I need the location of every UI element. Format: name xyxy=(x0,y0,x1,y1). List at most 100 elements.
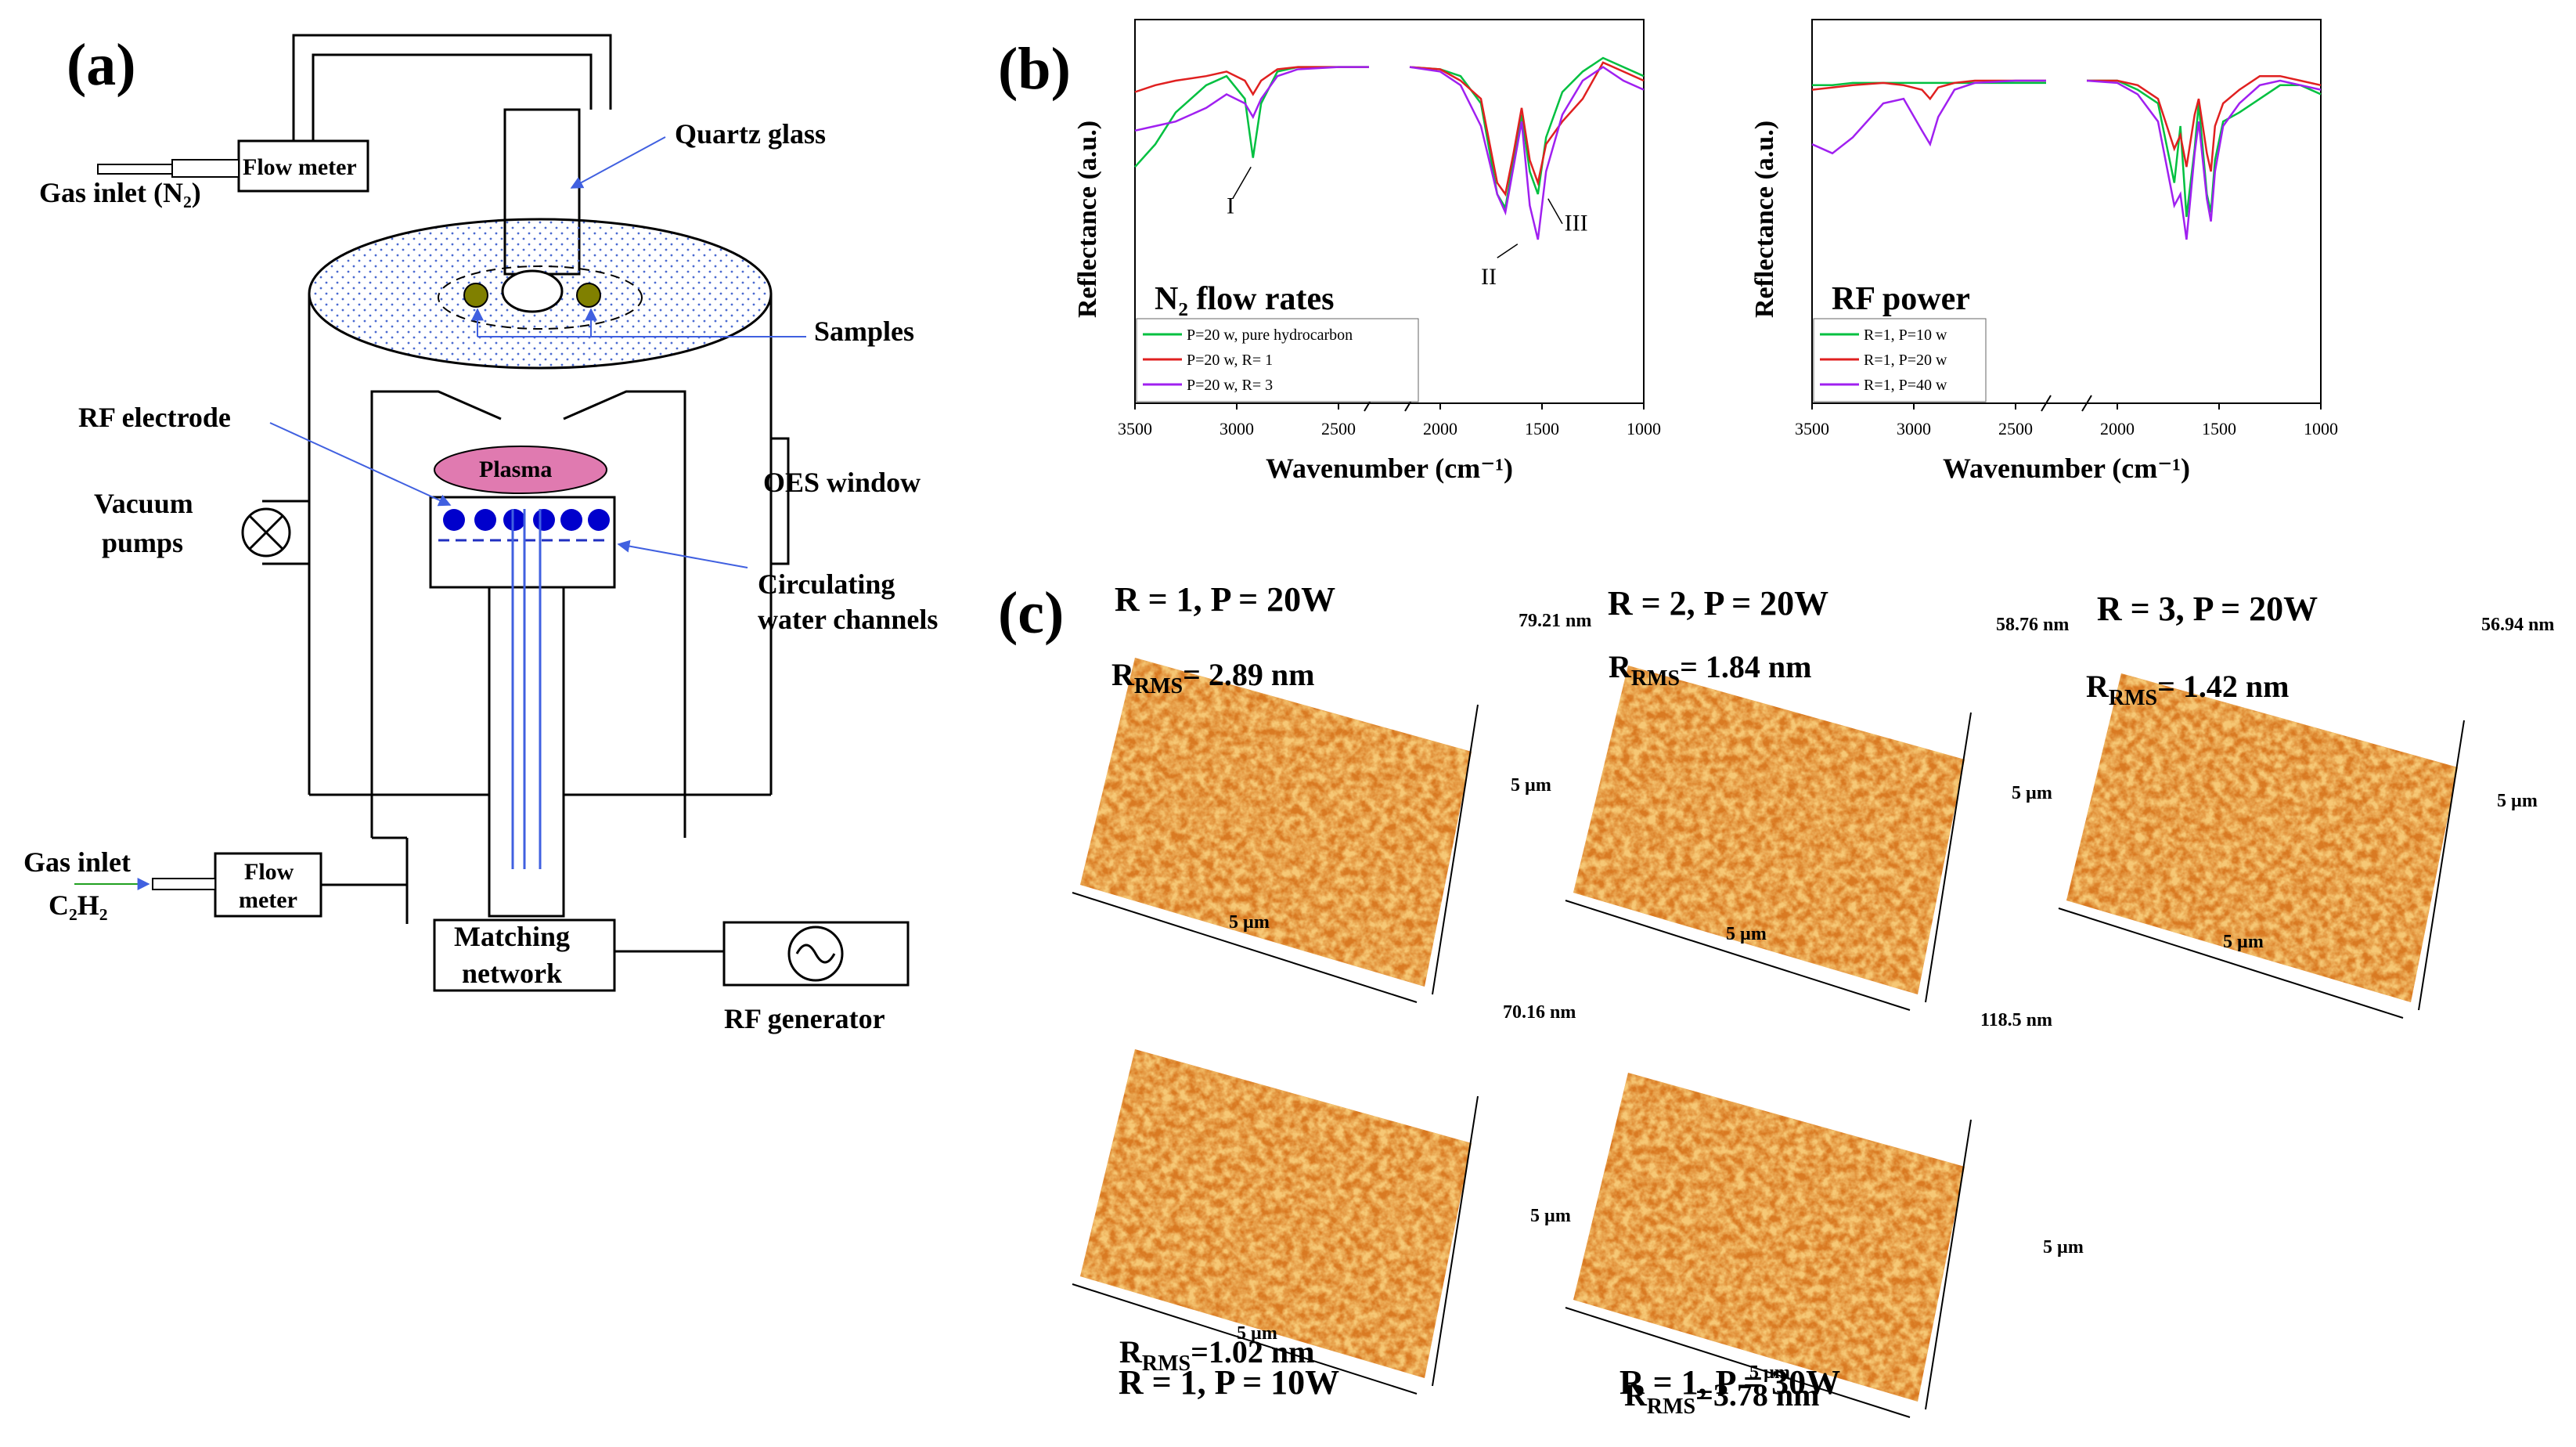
x-tick-label: 1000 xyxy=(1627,419,1661,438)
series-line-2-left xyxy=(1811,79,2046,101)
afm-x-scale: 5 µm xyxy=(1229,912,1270,933)
afm-y-scale: 5 µm xyxy=(2497,791,2538,811)
afm-surface-texture xyxy=(2066,673,2458,1002)
afm-y-scale: 5 µm xyxy=(2043,1237,2084,1258)
x-axis-label: Wavenumber (cm⁻¹) xyxy=(1943,453,2190,484)
gas-inlet-n2-label: Gas inlet (N₂) xyxy=(39,177,201,208)
afm-z-max: 79.21 nm xyxy=(1519,611,1591,631)
plasma-ellipse xyxy=(434,446,607,494)
flow-meter-2-box xyxy=(214,852,322,918)
axis-break-mark xyxy=(2081,395,2092,412)
chart-title: N₂ flow rates xyxy=(1155,281,1335,317)
afm-surface-texture xyxy=(1573,666,1965,994)
legend-entry: P=20 w, R= 3 xyxy=(1187,377,1273,394)
afm-y-scale: 5 µm xyxy=(1511,775,1551,796)
ftir-chart-rf-power: 3500 3000 2500 2000 1500 1000 Reflectance (a.u… xyxy=(1750,19,2338,484)
afm-z-max: 70.16 nm xyxy=(1503,1002,1576,1023)
legend: P=20 w, pure hydrocarbon P=20 w, R= 1 P=20… xyxy=(1136,318,1419,402)
legend-entry: R=1, P=40 w xyxy=(1864,377,1947,394)
chart-title: RF power xyxy=(1832,281,1970,317)
circulating-label-2: water channels xyxy=(758,604,939,635)
afm-z-max: 118.5 nm xyxy=(1980,1010,2052,1030)
annotation-arrow xyxy=(1232,166,1252,200)
quartz-opening xyxy=(501,269,564,313)
matching-network-box xyxy=(433,918,616,992)
gas-inlet-c2h2-label-1: Gas inlet xyxy=(23,846,132,878)
afm-z-axis xyxy=(2418,720,2465,1011)
afm-x-axis xyxy=(1565,1307,1911,1418)
ftir-chart-n2-flow: 3500 3000 2500 2000 1500 1000 Reflectance (a.u… xyxy=(1073,19,1661,484)
afm-x-axis xyxy=(1565,900,1911,1011)
afm-image-2: R = 2, P = 20W RRMS= 1.84 nm 58.76 nm 5 µm 5… xyxy=(1565,584,2069,1011)
series-line-3-right xyxy=(2086,79,2322,240)
annotation-ii: II xyxy=(1481,264,1497,290)
panel-a-label: (a) xyxy=(67,32,136,98)
reactor-schematic xyxy=(74,34,910,992)
plasma-label: Plasma xyxy=(479,456,553,482)
circulating-water-dots xyxy=(443,509,610,531)
afm-surface-texture xyxy=(1080,658,1472,987)
afm-surface-texture xyxy=(1573,1073,1965,1402)
flow-meter-2-label-b: meter xyxy=(239,887,297,913)
quartz-glass-label: Quartz glass xyxy=(675,118,826,150)
sample-left xyxy=(463,283,488,308)
afm-x-scale: 5 µm xyxy=(1237,1323,1277,1344)
electrode-stem xyxy=(488,586,565,918)
series-line-2-right xyxy=(1409,61,1645,197)
legend-entry: R=1, P=20 w xyxy=(1864,352,1947,369)
vacuum-pumps-label-2: pumps xyxy=(102,527,184,558)
gas-tube-inner xyxy=(312,53,593,141)
afm-z-axis xyxy=(1925,712,1972,1003)
afm-x-scale: 5 µm xyxy=(2223,932,2264,952)
afm-title: R = 1, P = 20W xyxy=(1115,580,1335,619)
afm-z-axis xyxy=(1925,1119,1972,1410)
rf-generator-label: RF generator xyxy=(724,1003,885,1034)
gas-tube-outer xyxy=(292,34,612,141)
afm-y-scale: 5 µm xyxy=(1530,1206,1571,1226)
annotation-i: I xyxy=(1227,193,1234,219)
series-line-1-right xyxy=(2087,79,2322,218)
rf-electrode-label: RF electrode xyxy=(78,402,231,433)
afm-title: R = 1, P = 10W xyxy=(1119,1363,1339,1402)
x-tick-label: 1500 xyxy=(2202,419,2236,438)
afm-z-axis xyxy=(1432,704,1479,995)
annotation-iii: III xyxy=(1565,210,1588,236)
legend-box xyxy=(1136,318,1419,402)
flow-meter-2-label-a: Flow xyxy=(244,859,294,885)
x-tick-label: 1500 xyxy=(1525,419,1559,438)
flow-meter-1-label: Flow meter xyxy=(243,154,357,180)
inlet-pipe-n2 xyxy=(97,164,173,175)
flow-meter-1-box xyxy=(237,139,369,193)
x-tick-label: 3000 xyxy=(1220,419,1254,438)
afm-y-scale: 5 µm xyxy=(2012,783,2052,803)
afm-rms-label: RRMS=1.02 nm xyxy=(1119,1334,1314,1376)
afm-x-axis xyxy=(1072,892,1418,1003)
afm-rms-label: RRMS=3.78 nm xyxy=(1624,1377,1819,1419)
x-axis-label: Wavenumber (cm⁻¹) xyxy=(1266,453,1513,484)
x-tick-label: 3500 xyxy=(1795,419,1829,438)
legend: R=1, P=10 w R=1, P=20 w R=1, P=40 w xyxy=(1813,318,1987,402)
sample-ring xyxy=(438,265,643,330)
annotation-arrow xyxy=(1547,198,1563,225)
afm-images: R = 1, P = 20W RRMS= 2.89 nm 79.21 nm 5 µm 5… xyxy=(1072,580,2554,1419)
afm-z-axis xyxy=(1432,1095,1479,1387)
matching-network-label-2: network xyxy=(462,958,562,989)
oes-window-label: OES window xyxy=(763,467,921,498)
y-axis-label: Reflectance (a.u.) xyxy=(1750,121,1779,318)
legend-entry: P=20 w, pure hydrocarbon xyxy=(1187,327,1353,344)
oes-window-port xyxy=(769,437,790,565)
afm-x-axis xyxy=(2058,908,2404,1019)
afm-x-scale: 5 µm xyxy=(1726,924,1767,944)
inlet-pipe-c2h2 xyxy=(152,878,216,890)
matching-network-label-1: Matching xyxy=(454,921,570,952)
series-line-2-left xyxy=(1134,66,1369,96)
inlet-connector-n2 xyxy=(171,159,240,178)
afm-rms-label: RRMS= 2.89 nm xyxy=(1111,657,1314,698)
afm-x-scale: 5 µm xyxy=(1749,1362,1790,1383)
series-line-2-right xyxy=(2087,74,2322,172)
series-line-3-right xyxy=(1409,66,1645,240)
x-tick-label: 3500 xyxy=(1118,419,1152,438)
series-line-3-left xyxy=(1811,79,2046,155)
